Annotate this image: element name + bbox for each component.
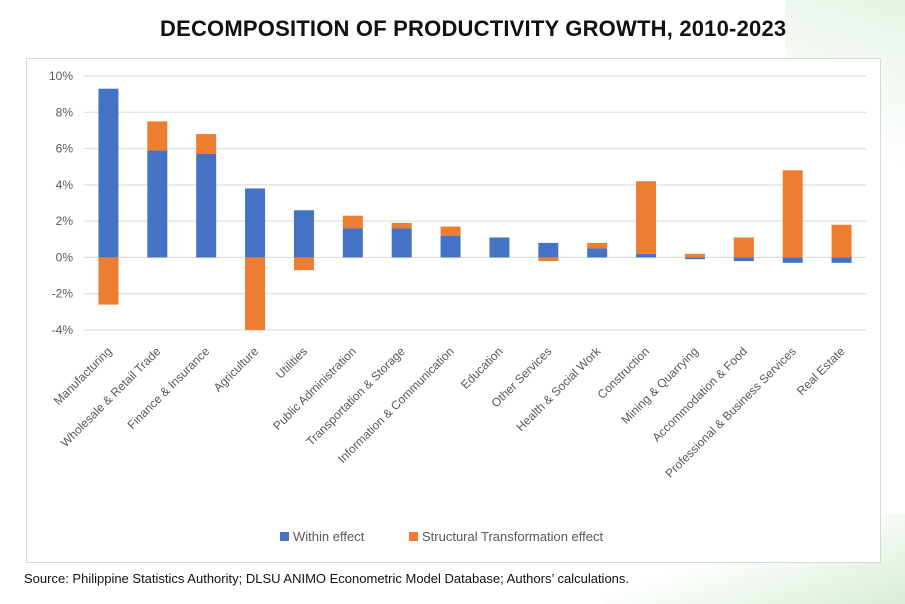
bar-within-effect: [489, 237, 510, 258]
bar-structural-effect: [342, 215, 363, 229]
y-tick-label: -2%: [52, 287, 74, 301]
x-tick-label: Real Estate: [794, 344, 848, 398]
bars: [98, 88, 852, 330]
bar-within-effect: [636, 253, 657, 258]
x-tick-label: Transportation & Storage: [303, 344, 408, 449]
bar-structural-effect: [538, 257, 559, 262]
y-tick-label: 10%: [49, 69, 73, 83]
bar-within-effect: [733, 257, 754, 262]
bar-within-effect: [342, 228, 363, 258]
bar-structural-effect: [293, 257, 314, 271]
bar-structural-effect: [782, 170, 803, 258]
y-tick-label: 6%: [56, 142, 74, 156]
bar-structural-effect: [196, 134, 217, 155]
x-tick-label: Education: [458, 344, 506, 392]
bar-structural-effect: [440, 226, 461, 236]
legend-structural-swatch: [409, 532, 418, 541]
x-tick-label: Public Administration: [270, 344, 359, 433]
bar-structural-effect: [98, 257, 119, 305]
bar-within-effect: [391, 228, 412, 258]
x-tick-label: Finance & Insurance: [125, 344, 213, 432]
bar-within-effect: [782, 257, 803, 263]
y-tick-label: 4%: [56, 178, 74, 192]
bar-within-effect: [98, 88, 119, 258]
y-axis-ticks: -4% -2% 0% 2% 4% 6% 8% 10%: [49, 69, 73, 337]
x-tick-label: Agriculture: [211, 344, 262, 395]
bar-within-effect: [587, 248, 608, 258]
bar-within-effect: [684, 257, 705, 260]
legend-structural-label: Structural Transformation effect: [422, 529, 604, 544]
page-title: DECOMPOSITION OF PRODUCTIVITY GROWTH, 20…: [160, 16, 787, 41]
x-tick-label: Utilities: [273, 344, 310, 381]
x-tick-label: Accommodation & Food: [649, 344, 749, 444]
bar-within-effect: [440, 235, 461, 258]
bar-structural-effect: [587, 242, 608, 249]
y-tick-label: 8%: [56, 105, 74, 119]
bar-structural-effect: [733, 237, 754, 258]
y-tick-label: 2%: [56, 214, 74, 228]
bar-structural-effect: [636, 181, 657, 254]
chart-frame: [26, 58, 881, 563]
bar-structural-effect: [831, 224, 852, 258]
bar-within-effect: [538, 242, 559, 258]
y-tick-label: -4%: [52, 323, 74, 337]
legend-within-swatch: [280, 532, 289, 541]
y-tick-label: 0%: [56, 250, 74, 264]
bar-structural-effect: [391, 222, 412, 229]
source-note: Source: Philippine Statistics Authority;…: [24, 571, 630, 586]
bar-within-effect: [196, 154, 217, 258]
legend: Within effect Structural Transformation e…: [280, 529, 604, 544]
bar-structural-effect: [147, 121, 168, 151]
bar-structural-effect: [684, 253, 705, 258]
x-tick-label: Health & Social Work: [513, 344, 604, 435]
legend-within-label: Within effect: [293, 529, 365, 544]
bar-within-effect: [831, 257, 852, 263]
bar-structural-effect: [245, 257, 266, 330]
bar-within-effect: [245, 188, 266, 258]
bar-within-effect: [147, 150, 168, 258]
x-tick-label: Wholesale & Retail Trade: [58, 344, 164, 450]
bar-within-effect: [293, 210, 314, 258]
